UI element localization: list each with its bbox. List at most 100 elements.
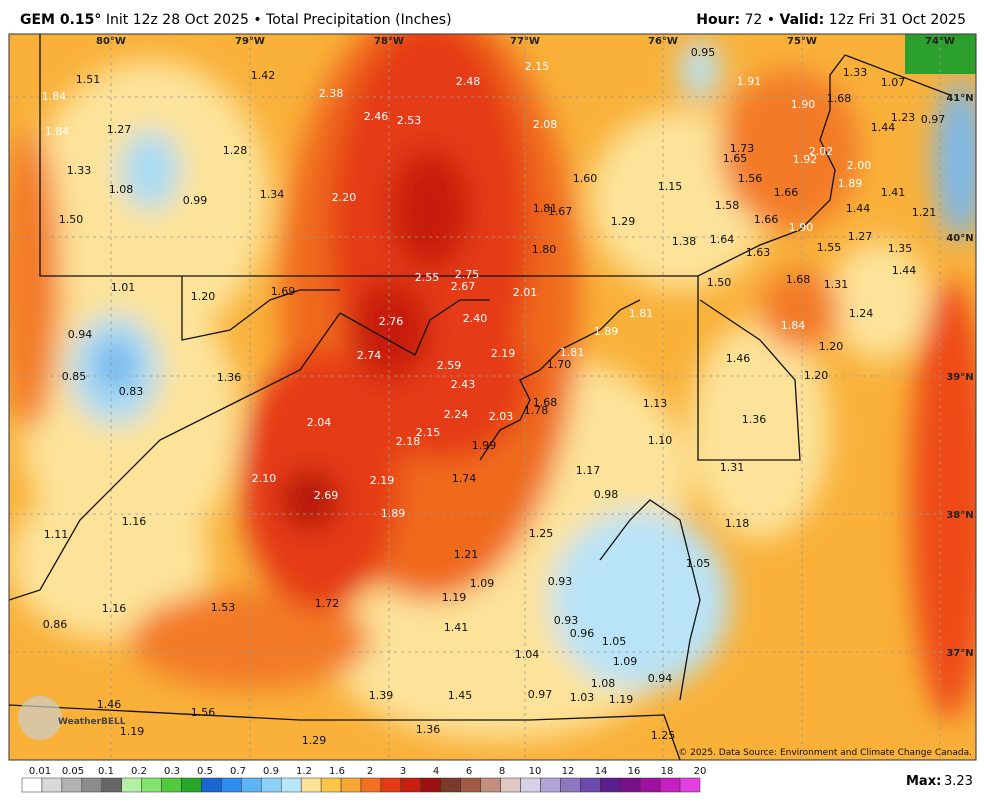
precip-value: 1.91	[737, 75, 762, 88]
sep: •	[253, 12, 262, 28]
latitude-labels: 41°N 40°N 39°N 38°N 37°N	[946, 93, 973, 659]
colorbar: 0.01 0.05 0.1 0.2 0.3 0.5 0.7 0.9 1.2 1.6 2 3 4 6 8 10 1…	[21, 766, 706, 793]
colorbar-swatch	[460, 777, 481, 793]
precip-value: 2.15	[525, 60, 550, 73]
precip-value: 1.89	[594, 325, 619, 338]
colorbar-swatch	[141, 777, 162, 793]
colorbar-swatch	[221, 777, 242, 793]
precip-value: 1.84	[781, 319, 806, 332]
precip-value: 1.08	[591, 677, 616, 690]
precip-value: 2.75	[455, 268, 480, 281]
precip-value: 1.36	[742, 413, 767, 426]
precip-value: 2.19	[370, 474, 395, 487]
precip-value: 1.46	[97, 698, 122, 711]
precip-value: 1.56	[191, 706, 216, 719]
precip-value: 1.31	[720, 461, 745, 474]
colorbar-swatch	[480, 777, 501, 793]
precip-value: 1.72	[315, 597, 340, 610]
precip-value: 1.39	[369, 689, 394, 702]
precip-value: 1.67	[548, 205, 573, 218]
precip-value: 1.18	[725, 517, 750, 530]
header: GEM 0.15° Init 12z 28 Oct 2025 • Total P…	[0, 0, 984, 34]
precip-value: 1.20	[819, 340, 844, 353]
precip-value: 1.78	[524, 404, 549, 417]
precip-value: 2.43	[451, 378, 476, 391]
colorbar-swatch	[540, 777, 561, 793]
longitude-labels: 80°W 79°W 78°W 77°W 76°W 75°W 74°W	[96, 36, 955, 47]
precip-value: 0.99	[183, 194, 208, 207]
precip-value: 1.44	[846, 202, 871, 215]
precip-value: 2.40	[463, 312, 488, 325]
colorbar-swatch	[241, 777, 262, 793]
field	[9, 34, 976, 760]
colorbar-swatch	[500, 777, 521, 793]
precip-value: 1.21	[912, 206, 937, 219]
precip-value: 1.36	[416, 723, 441, 736]
colorbar-label: 10	[529, 766, 542, 777]
precip-value: 0.93	[548, 575, 573, 588]
precip-value: 2.53	[397, 114, 422, 127]
precip-value: 1.81	[629, 307, 654, 320]
valid-label: Valid:	[779, 12, 825, 28]
precip-value: 2.38	[319, 87, 344, 100]
latitude-label: 39°N	[946, 372, 973, 383]
precip-value: 1.31	[824, 278, 849, 291]
colorbar-label: 0.7	[230, 766, 246, 777]
colorbar-swatch	[201, 777, 222, 793]
precip-value: 1.50	[59, 213, 84, 226]
precip-value: 2.69	[314, 489, 339, 502]
precip-value: 1.66	[754, 213, 779, 226]
precip-value: 1.27	[107, 123, 132, 136]
precip-value: 1.92	[793, 153, 818, 166]
precip-value: 1.84	[42, 90, 67, 103]
precip-value: 2.19	[491, 347, 516, 360]
longitude-label: 77°W	[510, 36, 540, 47]
precip-value: 2.59	[437, 359, 462, 372]
precip-value: 1.05	[602, 635, 627, 648]
precip-value: 1.29	[611, 215, 636, 228]
precip-value: 1.36	[217, 371, 242, 384]
colorbar-label: 0.1	[98, 766, 114, 777]
precip-value: 1.66	[774, 186, 799, 199]
hour: 72	[744, 12, 763, 28]
colorbar-swatch	[520, 777, 541, 793]
colorbar-label: 0.2	[131, 766, 147, 777]
latitude-label: 37°N	[946, 648, 973, 659]
colorbar-label: 0.9	[263, 766, 279, 777]
sep: •	[766, 12, 776, 28]
init: Init 12z 28 Oct 2025	[105, 12, 249, 28]
precip-value: 1.42	[251, 69, 276, 82]
colorbar-swatch	[121, 777, 142, 793]
precip-value: 0.95	[691, 46, 716, 59]
longitude-label: 79°W	[235, 36, 265, 47]
precip-value: 1.38	[672, 235, 697, 248]
precip-value: 1.90	[791, 98, 816, 111]
precip-value: 1.63	[746, 246, 771, 259]
precip-value: 1.11	[44, 528, 69, 541]
precip-value: 0.96	[570, 627, 595, 640]
colorbar-swatch	[659, 777, 681, 793]
colorbar-swatch	[300, 777, 322, 793]
colorbar-swatch	[580, 777, 601, 793]
precip-value: 1.51	[76, 73, 101, 86]
precip-value: 1.16	[102, 602, 127, 615]
colorbar-swatch	[360, 777, 382, 793]
precip-value: 1.01	[111, 281, 136, 294]
precip-value: 2.15	[416, 426, 441, 439]
precip-value: 1.34	[260, 188, 285, 201]
latitude-label: 40°N	[946, 233, 973, 244]
colorbar-swatch	[21, 777, 43, 793]
precip-value: 1.20	[804, 369, 829, 382]
precip-value: 2.74	[357, 349, 382, 362]
precip-value: 1.25	[529, 527, 554, 540]
colorbar-swatch	[420, 777, 442, 793]
colorbar-label: 0.5	[197, 766, 213, 777]
precip-value: 1.73	[730, 142, 755, 155]
longitude-label: 80°W	[96, 36, 126, 47]
longitude-label: 76°W	[648, 36, 678, 47]
precip-value: 1.08	[109, 183, 134, 196]
colorbar-swatch	[101, 777, 122, 793]
product: Total Precipitation (Inches)	[266, 12, 452, 28]
colorbar-swatch	[440, 777, 461, 793]
precip-value: 1.53	[211, 601, 236, 614]
